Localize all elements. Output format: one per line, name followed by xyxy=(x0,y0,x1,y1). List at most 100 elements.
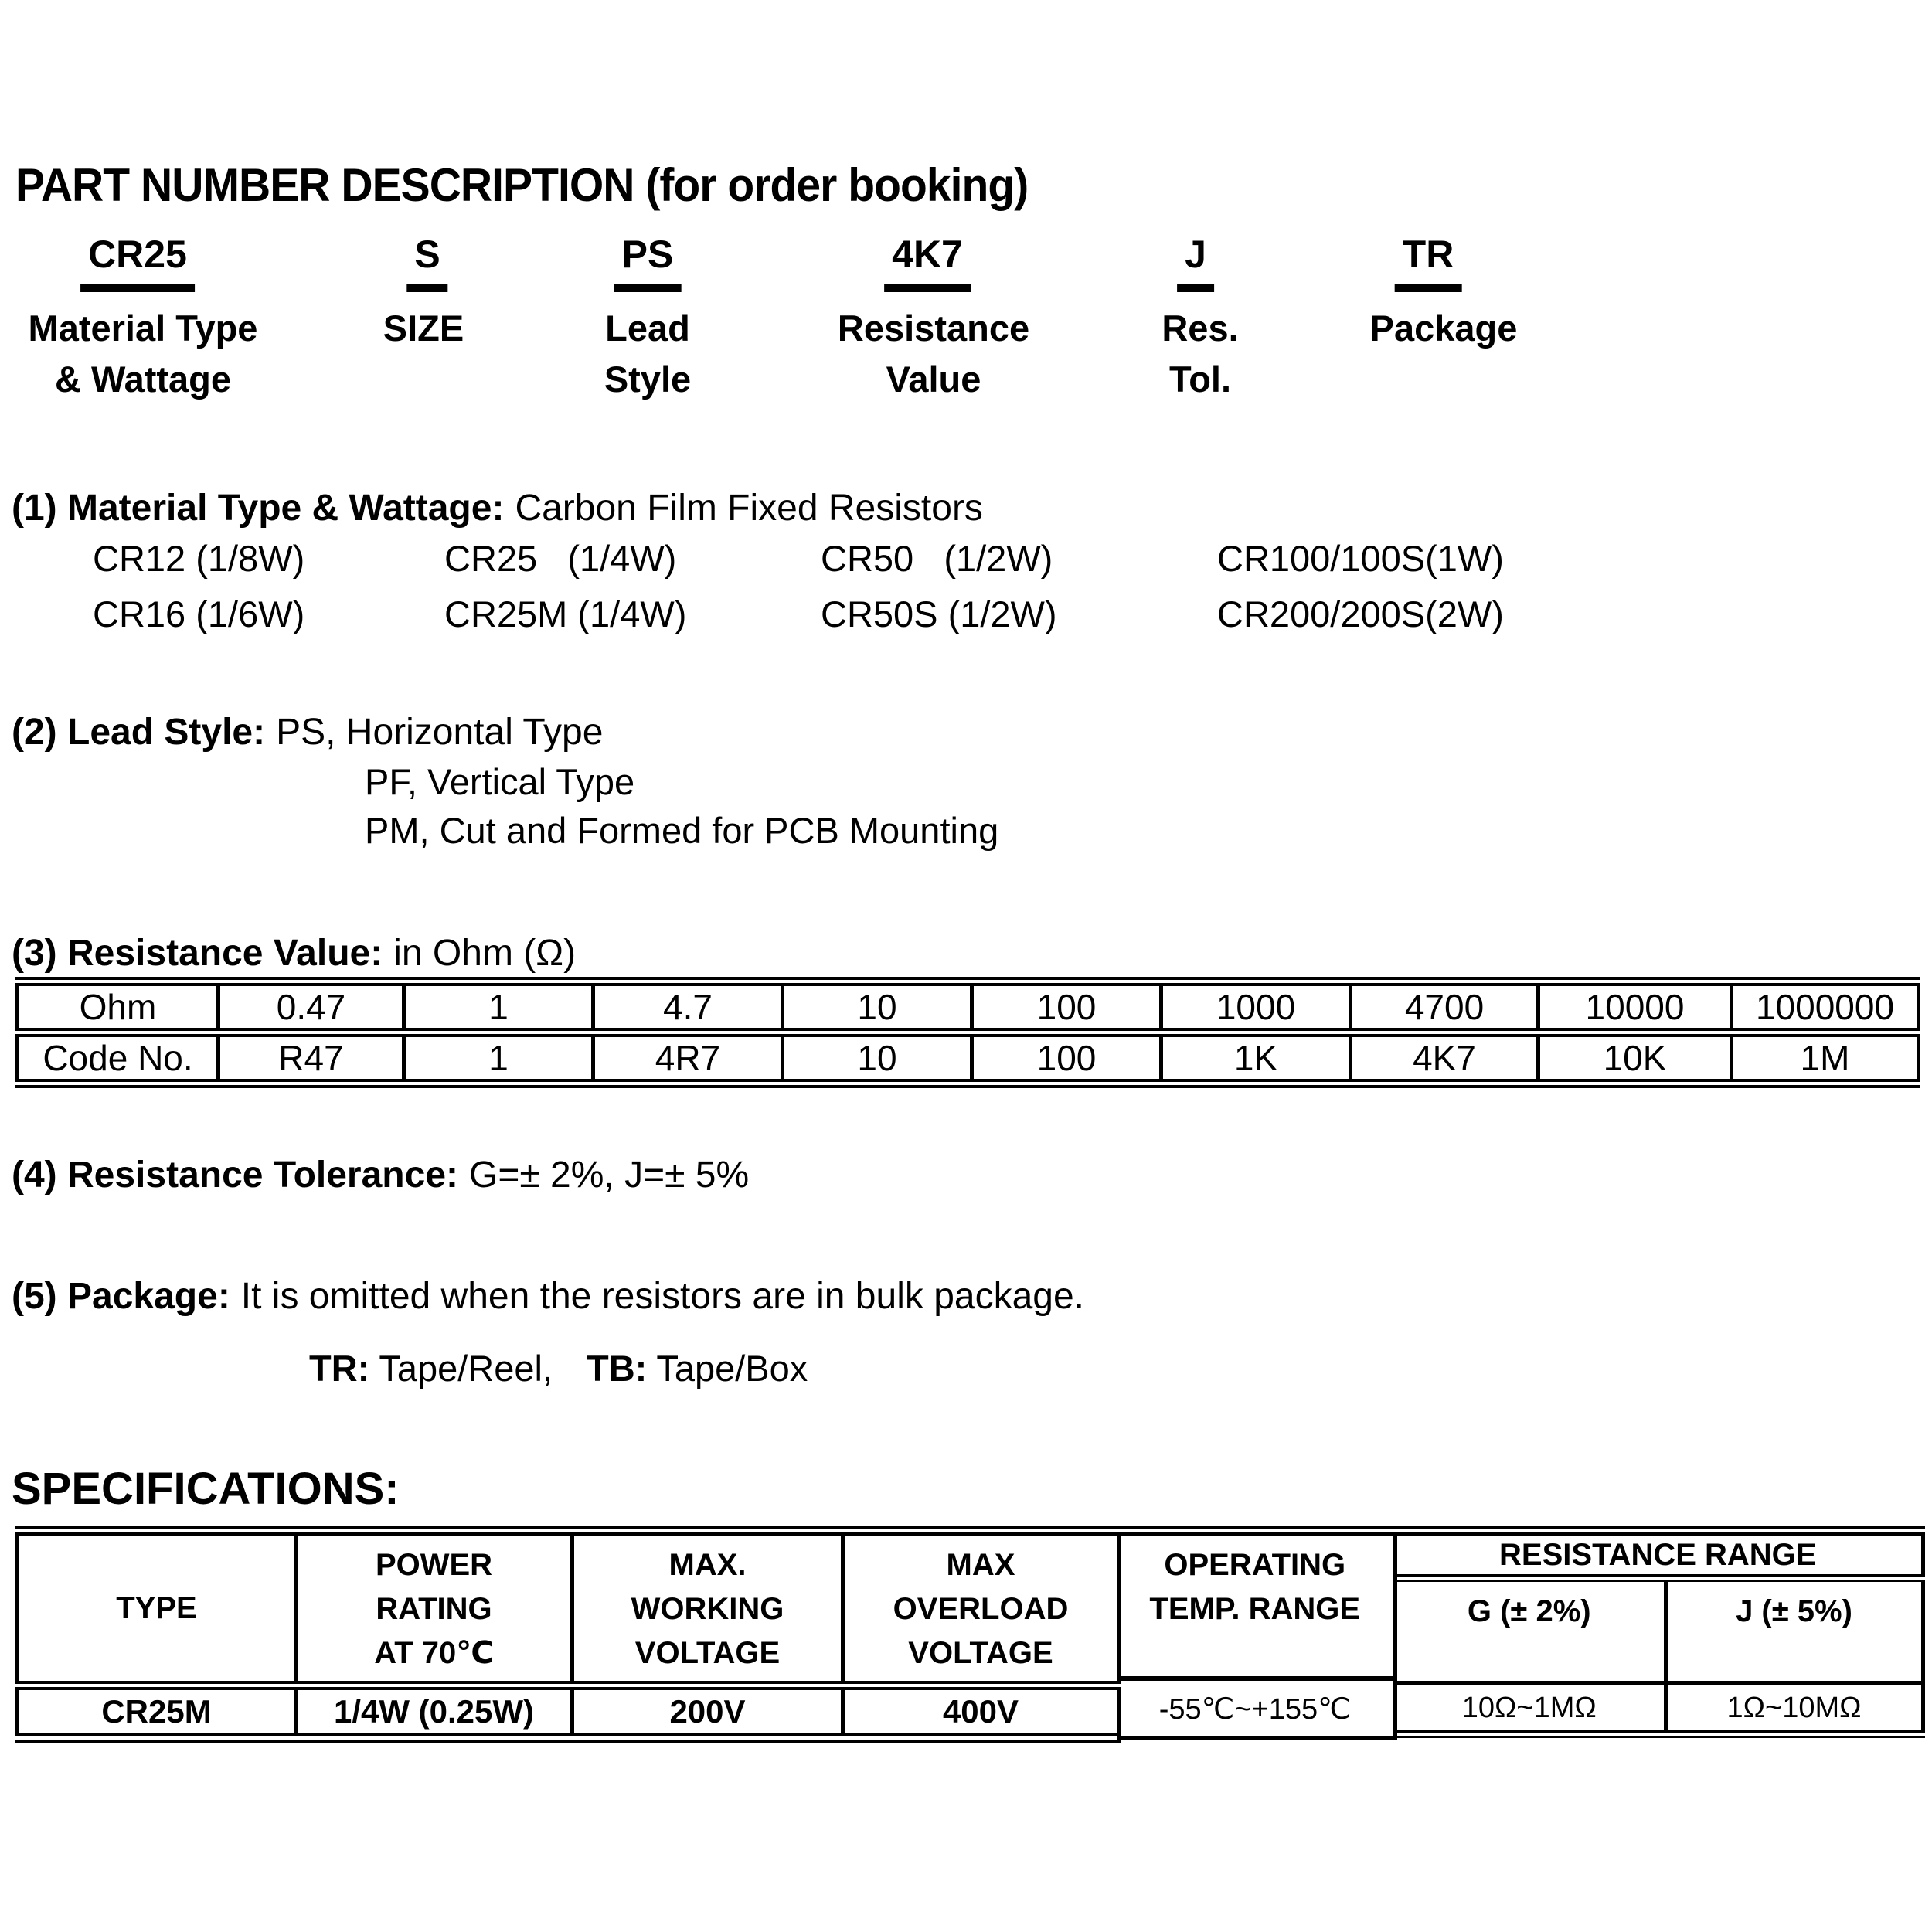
header-line: VOLTAGE xyxy=(634,1636,781,1670)
label-line: & Wattage xyxy=(54,359,232,400)
material-row2-col1: CR16 (1/6W) xyxy=(93,594,305,634)
material-row1-col2: CR25 (1/4W) xyxy=(444,538,677,579)
j-range-value-cell: 1Ω~10MΩ xyxy=(1663,1683,1925,1738)
part-code-text: CR25 xyxy=(80,232,195,292)
ohm-cell: 4.7 xyxy=(591,977,784,1037)
part-label-lead-style: Lead Style xyxy=(604,303,691,405)
code-cell: 10 xyxy=(781,1030,974,1088)
working-voltage-header-cell: MAX. WORKING VOLTAGE xyxy=(570,1526,845,1690)
section-4-heading: (4) Resistance Tolerance: G=± 2%, J=± 5% xyxy=(12,1154,749,1196)
table-row: RESISTANCE RANGE xyxy=(1395,1526,1925,1582)
power-value-cell: 1/4W (0.25W) xyxy=(294,1683,574,1743)
section-4-heading-bold: (4) Resistance Tolerance: xyxy=(12,1155,458,1196)
code-header-cell: Code No. xyxy=(15,1030,220,1088)
package-note: It is omitted when the resistors are in … xyxy=(240,1276,1084,1317)
header-line: MAX. xyxy=(668,1548,747,1582)
ohm-cell: 1000 xyxy=(1159,977,1352,1037)
ohm-cell: 1 xyxy=(402,977,595,1037)
part-code-text: S xyxy=(406,232,448,292)
specifications-table: TYPE POWER RATING AT 70℃ MAX. WORKING VO… xyxy=(15,1526,1925,1750)
header-line: RATING xyxy=(376,1592,492,1626)
power-header-cell: POWER RATING AT 70℃ xyxy=(294,1526,574,1690)
material-row1-col3: CR50 (1/2W) xyxy=(821,538,1053,579)
part-code-lead-style: PS xyxy=(614,232,682,292)
ohm-cell: 1000000 xyxy=(1730,977,1920,1037)
part-code-material: CR25 xyxy=(80,232,195,292)
label-line: Material Type xyxy=(28,308,258,349)
part-code-text: 4K7 xyxy=(884,232,971,292)
code-cell: 4R7 xyxy=(591,1030,784,1088)
header-line: AT 70℃ xyxy=(374,1636,494,1670)
label-line: Style xyxy=(604,359,692,400)
header-line: VOLTAGE xyxy=(908,1636,1053,1670)
type-header-cell: TYPE xyxy=(15,1526,298,1690)
part-code-package: TR xyxy=(1394,232,1462,292)
page-title: PART NUMBER DESCRIPTION (for order booki… xyxy=(15,159,1029,211)
code-cell: 4K7 xyxy=(1349,1030,1540,1088)
part-code-resistance: 4K7 xyxy=(884,232,971,292)
code-cell: 100 xyxy=(970,1030,1163,1088)
section-1-heading: (1) Material Type & Wattage: Carbon Film … xyxy=(12,487,983,529)
section-2-heading: (2) Lead Style: PS, Horizontal Type xyxy=(12,711,603,753)
material-row2-col3: CR50S (1/2W) xyxy=(821,594,1057,634)
header-line: WORKING xyxy=(631,1592,784,1626)
label-line: Package xyxy=(1369,308,1518,349)
resistance-range-header-cell: RESISTANCE RANGE xyxy=(1395,1526,1925,1582)
part-code-tolerance: J xyxy=(1177,232,1214,292)
table-row: OPERATING TEMP. RANGE xyxy=(1117,1526,1397,1681)
code-cell: 1M xyxy=(1730,1030,1920,1088)
ohm-cell: 10000 xyxy=(1536,977,1733,1037)
label-line: SIZE xyxy=(383,308,464,349)
type-value-cell: CR25M xyxy=(15,1683,298,1743)
code-cell: R47 xyxy=(216,1030,406,1088)
code-cell: 1K xyxy=(1159,1030,1352,1088)
table-row: -55℃~+155℃ xyxy=(1117,1679,1397,1740)
section-3-heading-bold: (3) Resistance Value: xyxy=(12,933,383,974)
table-row: 10Ω~1MΩ 1Ω~10MΩ xyxy=(1395,1683,1925,1738)
material-row2-col2: CR25M (1/4W) xyxy=(444,594,687,634)
section-3-heading-rest: in Ohm (Ω) xyxy=(393,933,577,974)
overload-voltage-value-cell: 400V xyxy=(841,1683,1121,1743)
j-tolerance-header-cell: J (± 5%) xyxy=(1663,1578,1925,1685)
resistance-code-table: Ohm 0.47 1 4.7 10 100 1000 4700 10000 10… xyxy=(15,977,1920,1088)
lead-style-pf: PF, Vertical Type xyxy=(365,761,635,802)
ohm-cell: 4700 xyxy=(1349,977,1540,1037)
lead-style-ps: PS, Horizontal Type xyxy=(276,712,604,753)
lead-style-pm: PM, Cut and Formed for PCB Mounting xyxy=(365,810,999,851)
label-line: Value xyxy=(886,359,981,400)
table-row: CR25M 1/4W (0.25W) 200V 400V xyxy=(15,1683,1121,1743)
overload-voltage-header-cell: MAX OVERLOAD VOLTAGE xyxy=(841,1526,1121,1690)
header-line: OPERATING xyxy=(1164,1548,1346,1582)
material-row1-col1: CR12 (1/8W) xyxy=(93,538,305,579)
specifications-heading: SPECIFICATIONS: xyxy=(12,1464,400,1514)
label-line: Tol. xyxy=(1168,359,1232,400)
tb-label: TB: xyxy=(587,1348,648,1389)
ohm-cell: 100 xyxy=(970,977,1163,1037)
operating-temp-value-cell: -55℃~+155℃ xyxy=(1117,1679,1397,1740)
section-3-heading: (3) Resistance Value: in Ohm (Ω) xyxy=(12,932,576,975)
tr-value: Tape/Reel, xyxy=(379,1348,553,1389)
spec-operating-table: OPERATING TEMP. RANGE -55℃~+155℃ xyxy=(1117,1526,1397,1740)
section-2-heading-bold: (2) Lead Style: xyxy=(12,712,266,753)
section-1-heading-bold: (1) Material Type & Wattage: xyxy=(12,488,505,529)
package-options-line: TR: Tape/Reel, TB: Tape/Box xyxy=(309,1347,808,1389)
section-5-heading: (5) Package: It is omitted when the resis… xyxy=(12,1275,1084,1318)
g-range-value-cell: 10Ω~1MΩ xyxy=(1395,1683,1668,1738)
part-label-tolerance: Res. Tol. xyxy=(1162,303,1238,405)
ohm-cell: 10 xyxy=(781,977,974,1037)
tolerance-values: G=± 2%, J=± 5% xyxy=(469,1155,750,1196)
label-line: Resistance xyxy=(837,308,1030,349)
tr-label: TR: xyxy=(309,1348,370,1389)
header-line: POWER xyxy=(375,1548,493,1582)
material-row2-col4: CR200/200S(2W) xyxy=(1217,594,1504,634)
header-line: OVERLOAD xyxy=(893,1592,1069,1626)
header-line: TEMP. RANGE xyxy=(1149,1592,1361,1626)
part-label-resistance: Resistance Value xyxy=(838,303,1029,405)
spec-resistance-range-table: RESISTANCE RANGE G (± 2%) J (± 5%) 10Ω~1… xyxy=(1395,1526,1925,1738)
section-5-heading-bold: (5) Package: xyxy=(12,1276,230,1317)
table-row: Ohm 0.47 1 4.7 10 100 1000 4700 10000 10… xyxy=(15,977,1920,1037)
ohm-header-cell: Ohm xyxy=(15,977,220,1037)
part-label-size: SIZE xyxy=(383,303,464,354)
table-row: Code No. R47 1 4R7 10 100 1K 4K7 10K 1M xyxy=(15,1030,1920,1088)
